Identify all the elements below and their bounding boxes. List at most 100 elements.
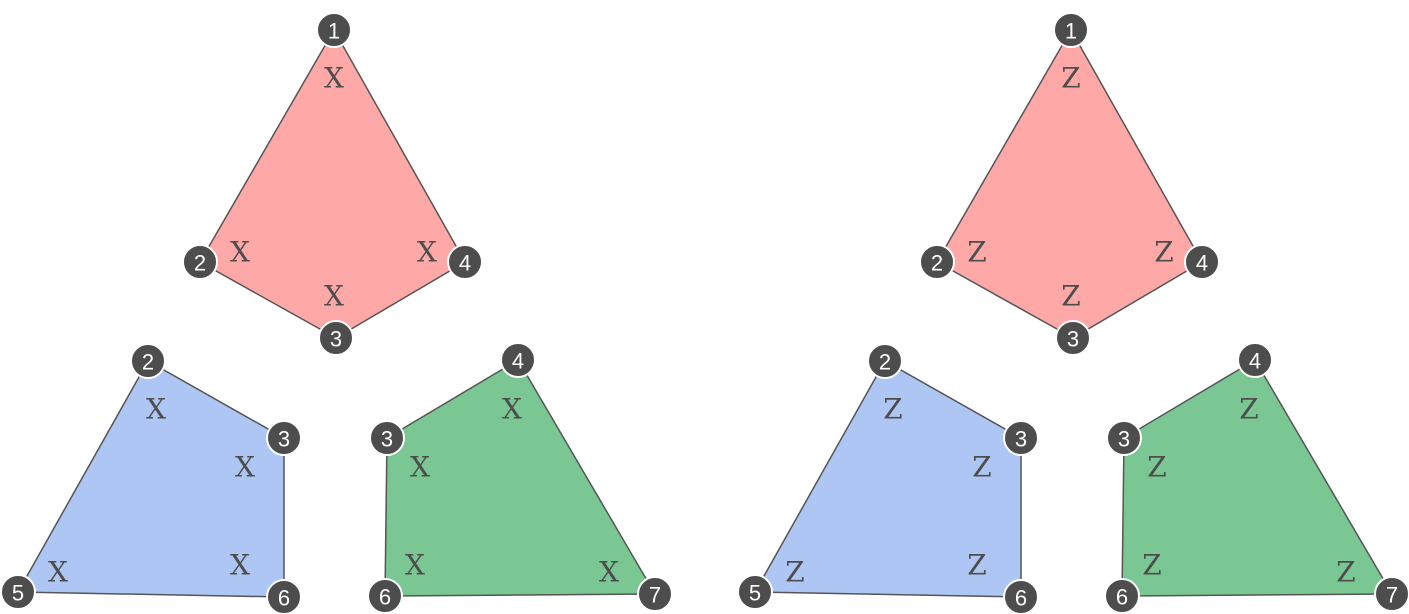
- operator-label: Z: [1061, 62, 1080, 95]
- vertex-number: 3: [1067, 327, 1079, 352]
- vertex-circle: [1104, 578, 1140, 614]
- vertex-circle: [1374, 576, 1409, 612]
- vertex-badge-2: 2: [130, 343, 166, 379]
- vertex-number: 5: [749, 581, 761, 606]
- vertex-number: 6: [1015, 586, 1027, 611]
- operator-label: Z: [972, 451, 991, 484]
- operator-label: Z: [1336, 556, 1355, 589]
- vertex-number: 3: [1015, 427, 1027, 452]
- vertex-circle: [1055, 320, 1091, 356]
- vertex-badge-4: 4: [1237, 342, 1273, 378]
- blue-face-group: Z Z Z Z: [754, 360, 1022, 598]
- vertex-badge-3: 3: [1055, 320, 1091, 356]
- operator-label: X: [324, 62, 344, 95]
- operator-label: Z: [1239, 393, 1258, 426]
- vertex-badge-3: 3: [266, 420, 302, 456]
- vertex-badge-3: 3: [1003, 420, 1039, 456]
- vertex-circle: [1003, 579, 1039, 614]
- vertex-circle: [919, 244, 955, 280]
- vertex-circle: [867, 343, 903, 379]
- operator-label: X: [417, 236, 437, 269]
- panel-z: Z Z Z Z Z Z Z Z Z Z Z Z 1 2 3 4 2 3 5 6 3 4 6 7: [737, 12, 1409, 614]
- vertex-number: 3: [330, 327, 342, 352]
- red-face-group: X X X X: [199, 29, 466, 339]
- vertex-badge-4: 4: [447, 244, 483, 280]
- operator-label: X: [599, 556, 619, 589]
- vertex-number: 7: [649, 583, 661, 608]
- vertex-number: 6: [1116, 585, 1128, 610]
- vertex-badge-2: 2: [919, 244, 955, 280]
- vertex-circle: [737, 574, 773, 610]
- operator-label: Z: [785, 556, 804, 589]
- vertex-circle: [1106, 420, 1142, 456]
- vertex-circle: [318, 320, 354, 356]
- vertex-number: 2: [879, 350, 891, 375]
- vertex-number: 2: [931, 251, 943, 276]
- vertex-number: 2: [142, 350, 154, 375]
- vertex-circle: [369, 420, 405, 456]
- vertex-number: 4: [1196, 251, 1208, 276]
- operator-label: Z: [1061, 280, 1080, 313]
- operator-label: X: [146, 393, 166, 426]
- operator-label: Z: [967, 236, 986, 269]
- vertex-number: 7: [1386, 583, 1398, 608]
- vertex-circle: [1237, 342, 1273, 378]
- vertex-circle: [500, 342, 536, 378]
- vertex-number: 6: [379, 585, 391, 610]
- vertex-badge-3: 3: [318, 320, 354, 356]
- operator-label: X: [405, 549, 425, 582]
- vertex-number: 3: [381, 427, 393, 452]
- vertex-circle: [447, 244, 483, 280]
- vertex-circle: [1184, 244, 1220, 280]
- vertex-badge-4: 4: [500, 342, 536, 378]
- vertex-badge-1: 1: [316, 12, 352, 48]
- vertex-circle: [182, 244, 218, 280]
- vertex-number: 1: [328, 19, 340, 44]
- operator-label: X: [410, 451, 430, 484]
- vertex-circle: [367, 578, 403, 614]
- vertex-badge-3: 3: [369, 420, 405, 456]
- vertex-badge-6: 6: [1104, 578, 1140, 614]
- operator-label: X: [502, 393, 522, 426]
- red-face-group: Z Z Z Z: [936, 29, 1203, 339]
- vertex-number: 4: [459, 251, 471, 276]
- operator-label: X: [48, 556, 68, 589]
- vertex-number: 5: [12, 581, 24, 606]
- green-face-group: X X X X: [384, 359, 656, 597]
- vertex-number: 3: [1118, 427, 1130, 452]
- vertex-badge-6: 6: [1003, 579, 1039, 614]
- vertex-number: 4: [1249, 349, 1261, 374]
- operator-label: Z: [883, 393, 902, 426]
- operator-label: Z: [967, 549, 986, 582]
- vertex-circle: [637, 576, 673, 612]
- vertex-badge-7: 7: [637, 576, 673, 612]
- vertex-badge-2: 2: [867, 343, 903, 379]
- vertex-number: 2: [194, 251, 206, 276]
- vertex-number: 6: [278, 586, 290, 611]
- operator-label: X: [235, 451, 255, 484]
- vertex-circle: [1053, 12, 1089, 48]
- vertex-badge-7: 7: [1374, 576, 1409, 612]
- vertex-circle: [316, 12, 352, 48]
- vertex-badge-5: 5: [737, 574, 773, 610]
- vertex-badge-1: 1: [1053, 12, 1089, 48]
- operator-label: Z: [1147, 451, 1166, 484]
- operator-label: Z: [1154, 236, 1173, 269]
- vertex-badge-3: 3: [1106, 420, 1142, 456]
- vertex-badge-6: 6: [367, 578, 403, 614]
- vertex-circle: [130, 343, 166, 379]
- vertex-badge-2: 2: [182, 244, 218, 280]
- vertex-circle: [266, 579, 302, 614]
- panel-x: X X X X X X X X X X X X 1 2 3 4 2 3 5 6 3 4 6 7: [0, 12, 673, 614]
- operator-label: X: [230, 236, 250, 269]
- vertex-circle: [1003, 420, 1039, 456]
- vertex-badge-6: 6: [266, 579, 302, 614]
- vertex-number: 3: [278, 427, 290, 452]
- operator-label: Z: [1142, 549, 1161, 582]
- operator-label: X: [230, 549, 250, 582]
- green-face-group: Z Z Z Z: [1121, 359, 1393, 597]
- vertex-badge-4: 4: [1184, 244, 1220, 280]
- blue-face-group: X X X X: [17, 360, 285, 598]
- vertex-circle: [0, 574, 36, 610]
